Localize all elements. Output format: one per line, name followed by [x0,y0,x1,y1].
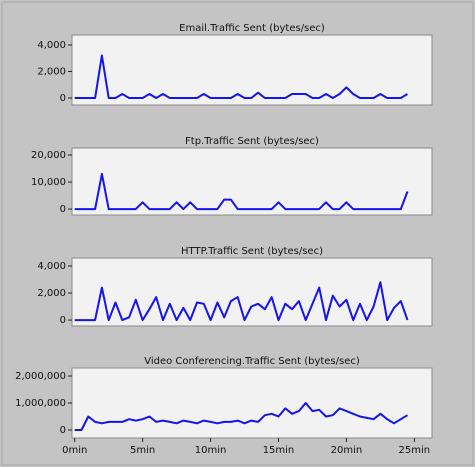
chart-title: HTTP.Traffic Sent (bytes/sec) [181,246,323,257]
y-tick-label: 2,000 [37,288,66,299]
x-tick-label: 15min [263,445,295,456]
y-tick-label: 10,000 [31,177,66,188]
chart-title: Email.Traffic Sent (bytes/sec) [179,23,325,34]
plot-area [71,34,433,106]
y-tick-label: 2,000 [37,66,66,77]
chart-title: Video Conferencing.Traffic Sent (bytes/s… [144,356,360,367]
plot-area [71,147,433,216]
data-line [74,54,409,99]
y-tick-label: 2,000,000 [15,371,66,382]
y-tick-label: 0 [60,204,66,215]
y-tick-label: 20,000 [31,150,66,161]
y-tick-label: 4,000 [37,261,66,272]
chart-title: Ftp.Traffic Sent (bytes/sec) [185,136,319,147]
plot-area [71,257,433,327]
y-tick-label: 0 [60,315,66,326]
y-tick-label: 0 [60,93,66,104]
x-tick-label: 10min [195,445,227,456]
data-line [74,172,409,211]
data-line [74,402,409,431]
y-tick-label: 0 [60,425,66,436]
x-tick-label: 5min [130,445,155,456]
x-tick-label: 0min [62,445,87,456]
x-tick-label: 20min [331,445,363,456]
plot-area [71,367,433,439]
y-tick-label: 4,000 [37,40,66,51]
data-line [74,281,409,322]
x-tick-label: 25min [399,445,431,456]
y-tick-label: 1,000,000 [15,398,66,409]
